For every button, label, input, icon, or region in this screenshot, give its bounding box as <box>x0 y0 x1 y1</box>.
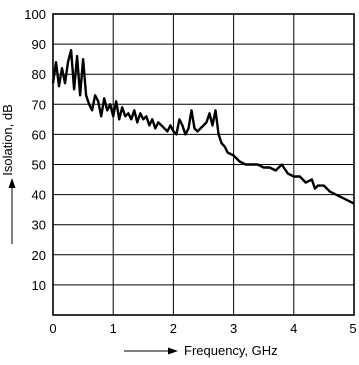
grid <box>52 13 355 316</box>
x-tick-label: 4 <box>290 321 297 336</box>
y-tick-label: 20 <box>32 248 46 263</box>
x-tick-label: 3 <box>230 321 237 336</box>
isolation-series-line <box>51 48 355 205</box>
x-axis-label: Frequency, GHz <box>184 343 278 358</box>
x-tick-label: 2 <box>170 321 177 336</box>
x-tick-label: 1 <box>110 321 117 336</box>
y-axis-title: Isolation, dB <box>0 104 16 244</box>
plot-frame <box>52 13 355 316</box>
y-tick-label: 100 <box>24 7 46 22</box>
y-tick-label: 70 <box>32 97 46 112</box>
y-tick-label: 10 <box>32 278 46 293</box>
y-axis-arrow-head <box>8 178 16 188</box>
x-axis-arrow-head <box>168 347 178 355</box>
y-tick-label: 40 <box>32 188 46 203</box>
y-tick-label: 30 <box>32 218 46 233</box>
y-tick-label: 50 <box>32 158 46 173</box>
y-axis-label: Isolation, dB <box>0 104 15 176</box>
y-tick-label: 80 <box>32 67 46 82</box>
y-tick-label: 60 <box>32 127 46 142</box>
x-axis-title: Frequency, GHz <box>124 343 278 358</box>
x-tick-labels: 0 1 2 3 4 5 <box>49 321 356 336</box>
y-tick-label: 90 <box>32 37 46 52</box>
x-tick-label: 5 <box>349 321 356 336</box>
x-tick-label: 0 <box>49 321 56 336</box>
y-tick-labels: 10 20 30 40 50 60 70 80 90 100 <box>24 7 46 293</box>
